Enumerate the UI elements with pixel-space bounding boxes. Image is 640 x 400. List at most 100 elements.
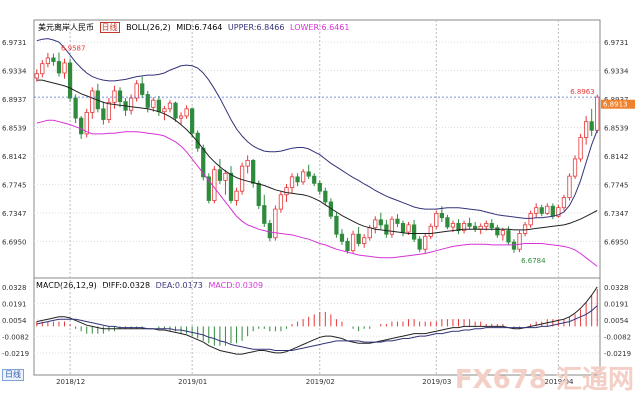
macd-tick-left: -0.0219 (2, 350, 29, 358)
period-tag[interactable]: 日线 (2, 369, 24, 381)
price-tick-right: 6.7745 (604, 181, 629, 189)
candle-body (112, 90, 117, 103)
candle-body (262, 205, 267, 224)
candle-body (245, 159, 250, 167)
macd-dea-line (36, 305, 598, 351)
candle-body (556, 207, 561, 217)
candle-body (345, 240, 350, 252)
candle-body (578, 137, 583, 160)
candle-body (295, 176, 300, 183)
price-panel-header: 美元离岸人民币 日线 BOLL(26,2) MID:6.7464 UPPER:6… (38, 22, 349, 33)
candle-body (395, 218, 400, 224)
candle-body (534, 207, 539, 214)
macd-tick-right: -0.0082 (604, 333, 631, 341)
candle-body (195, 132, 200, 149)
candle-body (167, 102, 173, 110)
candle-body (212, 169, 217, 201)
candle-body (406, 224, 411, 233)
x-tick-label: 2019/01 (178, 378, 207, 386)
price-tick-left: 6.8142 (2, 153, 27, 161)
price-tick-left: 6.7745 (2, 181, 27, 189)
candle-body (79, 117, 84, 135)
candle-body (234, 190, 239, 201)
macd-tick-left: 0.0328 (2, 284, 27, 292)
price-tick-right: 6.9334 (604, 68, 629, 76)
fx678-watermark: FX678 汇通网 (454, 365, 634, 395)
candle-body (528, 213, 533, 226)
price-tick-right: 6.7347 (604, 210, 629, 218)
price-tick-left: 6.9334 (2, 68, 27, 76)
candle-body (539, 207, 544, 214)
candle-body (489, 223, 494, 229)
candle-body (228, 172, 234, 201)
candle-body (45, 57, 50, 65)
last-price-label: 6.8963 (570, 88, 595, 96)
boll-lower-line (36, 119, 598, 267)
macd-diff-value: DIFF:0.0328 (102, 281, 151, 290)
macd-tick-left: 0.0054 (2, 317, 27, 325)
macd-panel-header: MACD(26,12,9) DIFF:0.0328 DEA:0.0173 MAC… (36, 281, 263, 291)
candle-body (467, 223, 472, 227)
candle-body (73, 97, 78, 119)
price-tag-text: 6.8913 (603, 101, 628, 109)
extreme-annotation: 6.9587 (61, 44, 86, 52)
candle-body (589, 121, 594, 131)
candle-body (267, 223, 272, 239)
candle-body (572, 158, 578, 177)
candle-body (256, 182, 261, 206)
candle-body (278, 194, 284, 210)
x-tick-label: 2019/03 (422, 378, 451, 386)
macd-tick-right: 0.0054 (604, 317, 629, 325)
extreme-annotation: 6.6784 (521, 257, 546, 265)
candle-body (362, 237, 367, 244)
candle-body (323, 190, 328, 203)
boll-upper-line (36, 38, 598, 219)
candle-body (522, 224, 528, 234)
boll-indicator-label[interactable]: BOLL(26,2) (126, 23, 171, 32)
candle-body (101, 108, 106, 120)
candle-body (67, 62, 73, 99)
candle-body (517, 233, 522, 250)
candle-body (506, 230, 511, 243)
macd-diff-line (36, 286, 598, 355)
x-tick-label: 2019/04 (544, 378, 574, 386)
candle-body (495, 227, 500, 236)
symbol-title: 美元离岸人民币 (38, 23, 94, 32)
candle-body (40, 63, 45, 75)
candle-body (384, 224, 389, 235)
candle-body (145, 94, 150, 108)
candle-body (567, 175, 572, 199)
candle-body (334, 215, 339, 235)
candle-body (51, 57, 56, 62)
candle-body (595, 96, 600, 131)
candle-body (511, 241, 517, 250)
macd-tick-right: 0.0328 (604, 284, 629, 292)
candle-body (312, 175, 317, 184)
candle-body (140, 83, 145, 95)
candle-body (273, 208, 278, 239)
plot-frame (33, 19, 601, 376)
candle-body (90, 90, 95, 113)
candle-body (206, 176, 211, 201)
candle-body (561, 197, 567, 209)
price-tick-right: 6.8539 (604, 125, 629, 133)
candle-body (411, 224, 417, 240)
candle-body (217, 169, 223, 181)
candle-body (173, 102, 178, 119)
candle-body (284, 187, 289, 196)
period-tag-label: 日线 (5, 370, 21, 379)
macd-tick-right: -0.0219 (604, 350, 631, 358)
candle-body (117, 90, 123, 103)
price-tick-left: 6.8539 (2, 125, 27, 133)
price-tick-right: 6.6950 (604, 238, 629, 246)
candle-body (356, 233, 361, 244)
candle-body (423, 235, 428, 250)
candle-body (445, 217, 450, 228)
macd-indicator-label[interactable]: MACD(26,12,9) (36, 281, 97, 290)
candle-body (484, 223, 489, 227)
candle-body (584, 121, 589, 138)
price-tick-right: 6.8142 (604, 153, 629, 161)
macd-tick-left: 0.0191 (2, 300, 27, 308)
candle-body (378, 219, 383, 226)
price-tag-box (601, 99, 635, 109)
